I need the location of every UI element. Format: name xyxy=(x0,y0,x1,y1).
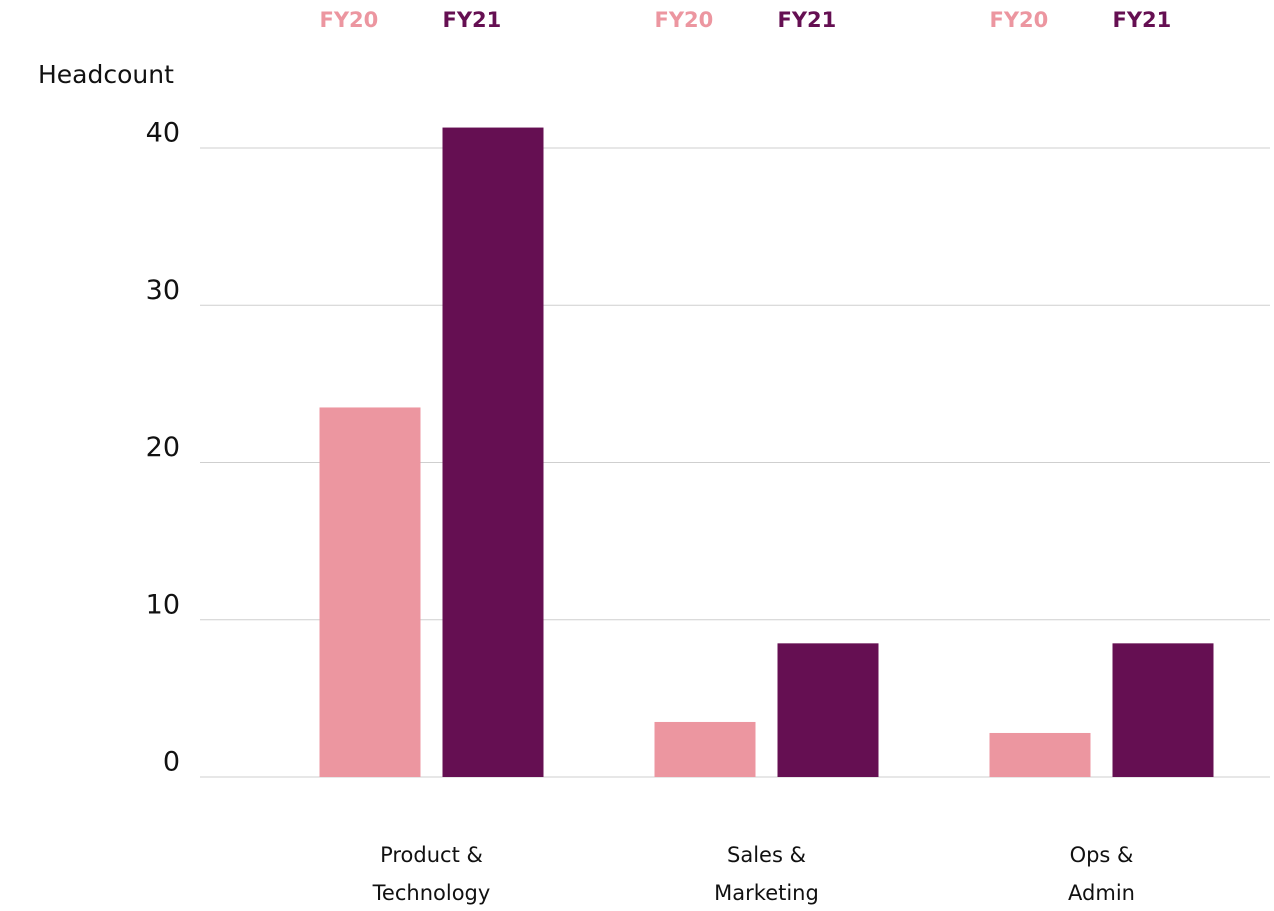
x-tick-label: Product & Technology xyxy=(372,843,491,905)
x-tick-label: Sales & Marketing xyxy=(714,843,819,905)
y-tick-label: 0 xyxy=(163,747,180,778)
y-tick-label: 10 xyxy=(146,589,180,620)
legend-label: FY21 xyxy=(778,8,837,32)
y-tick-label: 30 xyxy=(146,275,180,306)
bar xyxy=(989,732,1091,777)
bar xyxy=(777,643,879,777)
legend-label: FY20 xyxy=(990,8,1049,32)
legend-label: FY21 xyxy=(443,8,502,32)
y-tick-label: 20 xyxy=(146,432,180,463)
x-tick-label: Ops & Admin xyxy=(1068,843,1135,905)
legend-label: FY20 xyxy=(320,8,379,32)
bar xyxy=(442,127,544,778)
bar xyxy=(1112,643,1214,777)
y-tick-label: 40 xyxy=(146,118,180,149)
y-axis-label: Headcount xyxy=(38,60,174,89)
legend-label: FY20 xyxy=(655,8,714,32)
bar xyxy=(654,721,756,777)
bar xyxy=(319,407,421,777)
legend-label: FY21 xyxy=(1113,8,1172,32)
